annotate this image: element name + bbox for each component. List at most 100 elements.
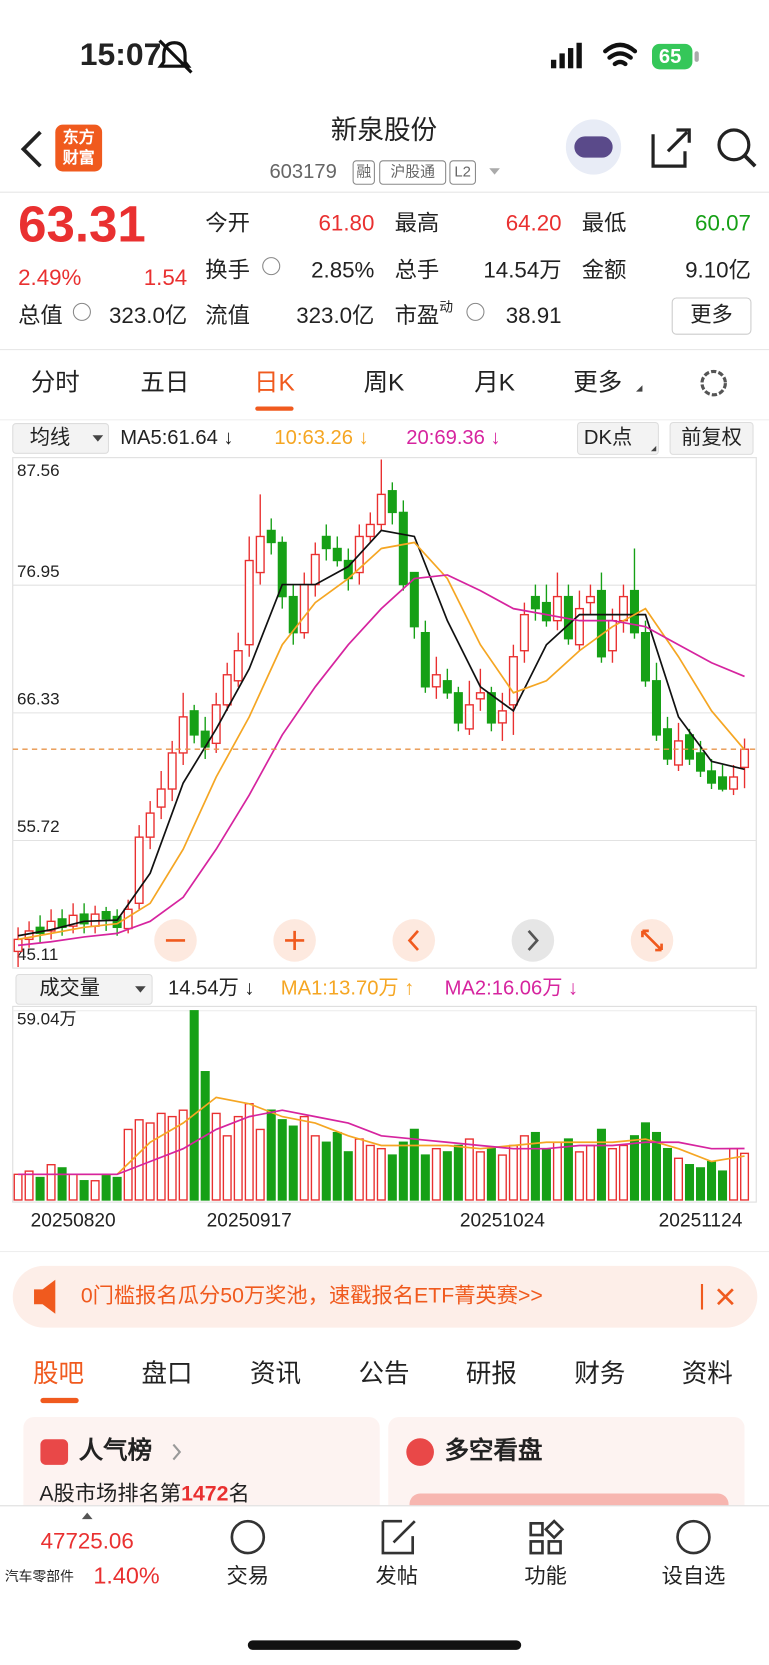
change-percent: 2.49%	[18, 265, 81, 290]
stat-label: 市盈	[395, 303, 440, 328]
megaphone-icon	[34, 1279, 56, 1314]
tab[interactable]: 公告	[358, 1360, 409, 1388]
ma-selector[interactable]	[12, 423, 110, 454]
mute-icon	[157, 39, 193, 74]
legend-ma5: MA5:61.64 ↓	[120, 427, 233, 449]
app-logo	[55, 124, 103, 172]
back-button[interactable]	[20, 130, 42, 168]
share-icon[interactable]	[651, 128, 691, 168]
tab[interactable]: 分时	[31, 369, 80, 397]
x-tick-label: 20250917	[207, 1210, 292, 1231]
info-icon[interactable]	[72, 302, 91, 321]
battery-tip	[694, 51, 699, 62]
stock-name: 新泉股份	[331, 115, 437, 145]
rank-number: 1472	[181, 1481, 228, 1505]
divider	[0, 419, 769, 421]
popularity-card[interactable]	[23, 1416, 380, 1524]
y-tick-label: 45.11	[17, 945, 58, 964]
y-tick-label: 55.72	[17, 817, 60, 836]
candle-body	[255, 535, 265, 574]
candle-body	[398, 511, 408, 586]
volume-bar	[101, 1173, 111, 1201]
volume-bar	[79, 1180, 89, 1201]
nav-item[interactable]: 设自选	[662, 1564, 726, 1588]
bottom-bar	[0, 1505, 769, 1665]
scroll-left[interactable]	[392, 919, 436, 962]
tab[interactable]: 更多	[573, 369, 622, 397]
tag: 融	[356, 163, 371, 180]
candle-body	[729, 776, 739, 790]
scroll-right[interactable]	[511, 919, 555, 962]
candle-body	[277, 541, 287, 598]
dk-button[interactable]	[577, 421, 659, 455]
search-icon[interactable]	[717, 128, 751, 162]
close-banner[interactable]	[717, 1288, 734, 1306]
tab[interactable]: 研报	[466, 1360, 517, 1388]
volume-bar	[409, 1128, 419, 1201]
dropdown-icon	[92, 435, 104, 442]
dropdown-icon[interactable]	[489, 168, 500, 175]
change-amount: 1.54	[144, 265, 187, 290]
stat-label: 换手	[205, 257, 250, 282]
tab[interactable]: 周K	[364, 370, 405, 397]
indicator-selector[interactable]	[15, 973, 153, 1005]
volume-bar	[552, 1141, 562, 1201]
y-tick-label: 87.56	[17, 461, 60, 480]
volume-bar	[299, 1115, 309, 1201]
candle-body	[684, 734, 695, 760]
card-icon	[406, 1438, 434, 1466]
divider	[0, 191, 769, 193]
tab-active[interactable]: 日K	[254, 370, 295, 397]
card-icon	[40, 1439, 69, 1465]
volume-bar	[288, 1125, 298, 1201]
nav-item[interactable]: 交易	[227, 1564, 270, 1588]
candle-body	[530, 595, 540, 610]
candle-body	[101, 911, 111, 920]
info-icon[interactable]	[262, 257, 281, 276]
y-tick-label: 76.95	[17, 562, 60, 581]
nav-item[interactable]: 发帖	[375, 1564, 418, 1588]
volume-bar	[211, 1112, 221, 1201]
divider	[0, 1251, 769, 1253]
collapse-icon[interactable]	[81, 1512, 93, 1520]
more-button[interactable]	[671, 297, 752, 335]
content-tabs: 股吧 盘口 资讯 公告 研报 财务 资料	[33, 1360, 733, 1388]
tab[interactable]: 资料	[682, 1360, 733, 1388]
adjust-button[interactable]	[669, 421, 754, 455]
tab[interactable]: 资讯	[250, 1360, 301, 1388]
stat-label: 今开	[205, 211, 250, 236]
nav-item[interactable]: 功能	[524, 1564, 567, 1588]
function-icon	[529, 1521, 544, 1537]
avatar-face	[574, 136, 613, 158]
volume-bar	[431, 1147, 441, 1201]
sector-name: 汽车零部件	[5, 1568, 74, 1584]
candle-body	[299, 583, 309, 634]
candle-body	[222, 674, 232, 706]
stats: 今开 61.80 最高 64.20 最低 60.07 换手 2.85% 总手 1…	[18, 211, 751, 329]
stat-label: 金额	[582, 257, 627, 282]
tab[interactable]: 盘口	[141, 1360, 192, 1388]
tag-box	[449, 160, 476, 185]
tab[interactable]: 五日	[140, 370, 189, 397]
volume-bar	[673, 1157, 684, 1201]
volume-bar	[629, 1135, 639, 1201]
volume-bar	[596, 1128, 606, 1201]
volume-bar	[277, 1119, 287, 1201]
tab[interactable]: 月K	[474, 370, 515, 397]
volume-bar	[68, 1173, 78, 1201]
volume-bar	[442, 1151, 452, 1201]
candle-body	[200, 730, 210, 748]
volume-bar	[706, 1160, 717, 1201]
settings-icon[interactable]	[700, 369, 727, 397]
candle-body	[585, 595, 595, 604]
tab-active[interactable]: 股吧	[33, 1360, 84, 1388]
info-icon[interactable]	[466, 302, 485, 321]
y-tick-label: 59.04万	[17, 1010, 77, 1029]
tab[interactable]: 财务	[574, 1360, 625, 1388]
volume-bar	[310, 1135, 320, 1201]
candle-body	[167, 752, 177, 790]
promo-banner[interactable]	[12, 1265, 758, 1328]
status-time: 15:07	[80, 36, 162, 72]
x-tick-label: 20251024	[460, 1210, 545, 1231]
volume-bar	[24, 1170, 34, 1201]
